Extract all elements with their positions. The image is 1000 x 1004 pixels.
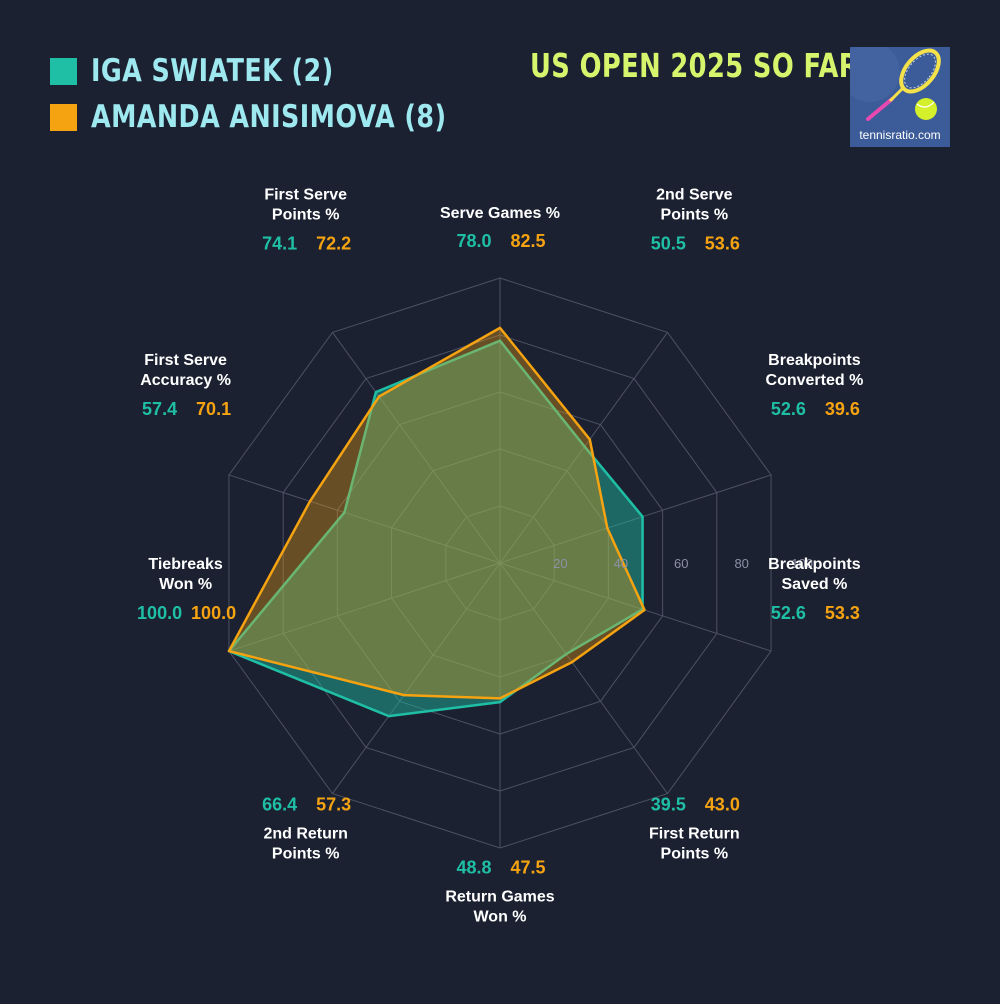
grid-spoke — [332, 562, 501, 794]
category-label: First Return — [649, 825, 740, 842]
category-label: First Serve — [144, 352, 227, 369]
category-label: 2nd Serve — [656, 187, 733, 204]
category-label: Converted % — [766, 372, 864, 389]
value-label-anisimova: 70.1 — [196, 399, 231, 419]
value-label-anisimova: 53.3 — [825, 603, 860, 623]
category-label: Breakpoints — [768, 556, 861, 573]
value-label-anisimova: 43.0 — [705, 794, 740, 814]
category-label: Breakpoints — [768, 352, 861, 369]
category-label: Points % — [661, 845, 729, 862]
value-label-anisimova: 100.0 — [191, 603, 236, 623]
value-label-anisimova: 82.5 — [510, 231, 545, 251]
legend-item-swiatek: IGA SWIATEK (2) — [50, 48, 525, 94]
category-label: First Serve — [264, 187, 347, 204]
value-label-anisimova: 53.6 — [705, 234, 740, 254]
legend-item-anisimova: AMANDA ANISIMOVA (8) — [50, 94, 525, 140]
grid-spoke — [499, 474, 772, 564]
tennisratio-logo[interactable]: tennisratio.com — [850, 47, 950, 147]
grid-spoke — [228, 474, 501, 564]
category-label: Points % — [661, 207, 729, 224]
value-label-anisimova: 72.2 — [316, 234, 351, 254]
value-label-swiatek: 52.6 — [771, 603, 806, 623]
legend-label-swiatek: IGA SWIATEK (2) — [91, 53, 334, 89]
value-label-swiatek: 50.5 — [651, 234, 686, 254]
category-label: Points % — [272, 845, 340, 862]
category-label: Tiebreaks — [148, 556, 223, 573]
series-area-1 — [227, 339, 644, 718]
value-label-anisimova: 39.6 — [825, 399, 860, 419]
value-label-anisimova: 47.5 — [510, 858, 545, 878]
grid-spoke — [499, 562, 668, 794]
series-area-2 — [227, 326, 646, 700]
tick-label: 80 — [734, 556, 748, 571]
legend-label-anisimova: AMANDA ANISIMOVA (8) — [91, 99, 447, 135]
category-label: Return Games — [445, 889, 554, 906]
tick-label: 60 — [674, 556, 688, 571]
category-label: Saved % — [782, 576, 848, 593]
chart-title: US OPEN 2025 SO FAR — [530, 46, 860, 85]
tick-label: 40 — [614, 556, 628, 571]
grid-spoke — [499, 332, 668, 564]
grid-spoke — [332, 332, 501, 564]
value-label-swiatek: 66.4 — [262, 794, 297, 814]
category-label: 2nd Return — [263, 825, 347, 842]
legend-swatch-anisimova — [50, 103, 77, 131]
value-label-swiatek: 39.5 — [651, 794, 686, 814]
category-label: Accuracy % — [140, 372, 231, 389]
legend-swatch-swiatek — [50, 57, 77, 85]
logo-text: tennisratio.com — [859, 128, 941, 142]
category-label: Won % — [159, 576, 212, 593]
tick-label: 20 — [553, 556, 567, 571]
tick-label: 100 — [791, 556, 813, 571]
value-label-swiatek: 74.1 — [262, 234, 297, 254]
value-label-swiatek: 48.8 — [456, 858, 491, 878]
legend: IGA SWIATEK (2) AMANDA ANISIMOVA (8) — [50, 48, 525, 140]
value-label-swiatek: 100.0 — [137, 603, 182, 623]
category-label: Serve Games % — [440, 205, 560, 222]
category-label: Points % — [272, 207, 340, 224]
tennis-racket-icon — [850, 47, 950, 147]
value-label-swiatek: 57.4 — [142, 399, 177, 419]
value-label-swiatek: 52.6 — [771, 399, 806, 419]
grid-spoke — [228, 562, 501, 652]
value-label-anisimova: 57.3 — [316, 794, 351, 814]
value-label-swiatek: 78.0 — [456, 231, 491, 251]
grid-spoke — [499, 562, 772, 652]
category-label: Won % — [473, 909, 526, 926]
